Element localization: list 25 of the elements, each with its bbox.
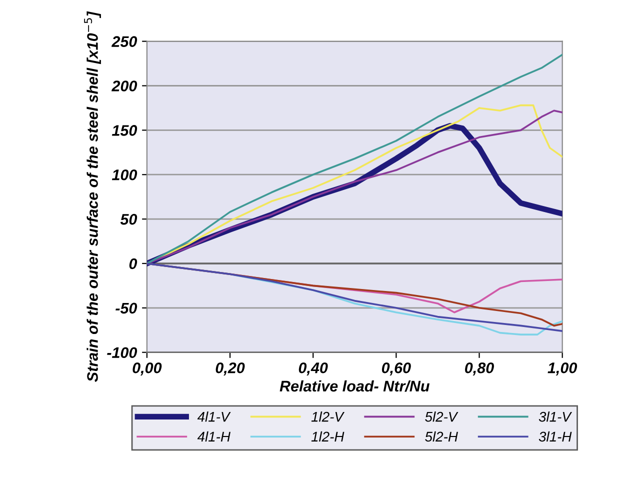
legend-label: 4l1-V: [197, 412, 231, 422]
x-tick-label: 0,80: [465, 362, 494, 376]
y-tick-label: 250: [111, 36, 138, 47]
y-tick-label: -100: [107, 347, 138, 358]
legend-label: 5l2-V: [425, 412, 458, 422]
legend-label: 1l2-H: [311, 431, 344, 442]
legend-label: 5l2-H: [425, 431, 458, 442]
y-tick-label: -50: [116, 302, 138, 314]
x-tick-label: 0,00: [132, 362, 162, 376]
legend-label: 3l1-V: [538, 412, 572, 422]
line-series: [146, 54, 562, 264]
y-tick-label: 100: [112, 169, 138, 180]
x-tick-label: 0,20: [216, 362, 245, 376]
legend-label: 1l2-V: [311, 412, 345, 422]
y-tick-label: 150: [112, 125, 138, 136]
y-axis-title: Strain of the outer surface of the steel shell [x10$^{−5}$]: [84, 11, 101, 382]
y-tick-label: 50: [120, 214, 138, 225]
y-tick-label: 0: [129, 258, 138, 270]
x-tick-label: 0,40: [298, 362, 328, 376]
y-tick-label: 200: [111, 80, 138, 92]
x-tick-label: 0,60: [382, 362, 411, 376]
legend-label: 4l1-H: [197, 431, 230, 442]
x-axis-title: Relative load- Ntr/Nu: [280, 380, 430, 392]
legend-label: 3l1-H: [538, 431, 572, 442]
x-tick-label: 1,00: [548, 362, 578, 376]
